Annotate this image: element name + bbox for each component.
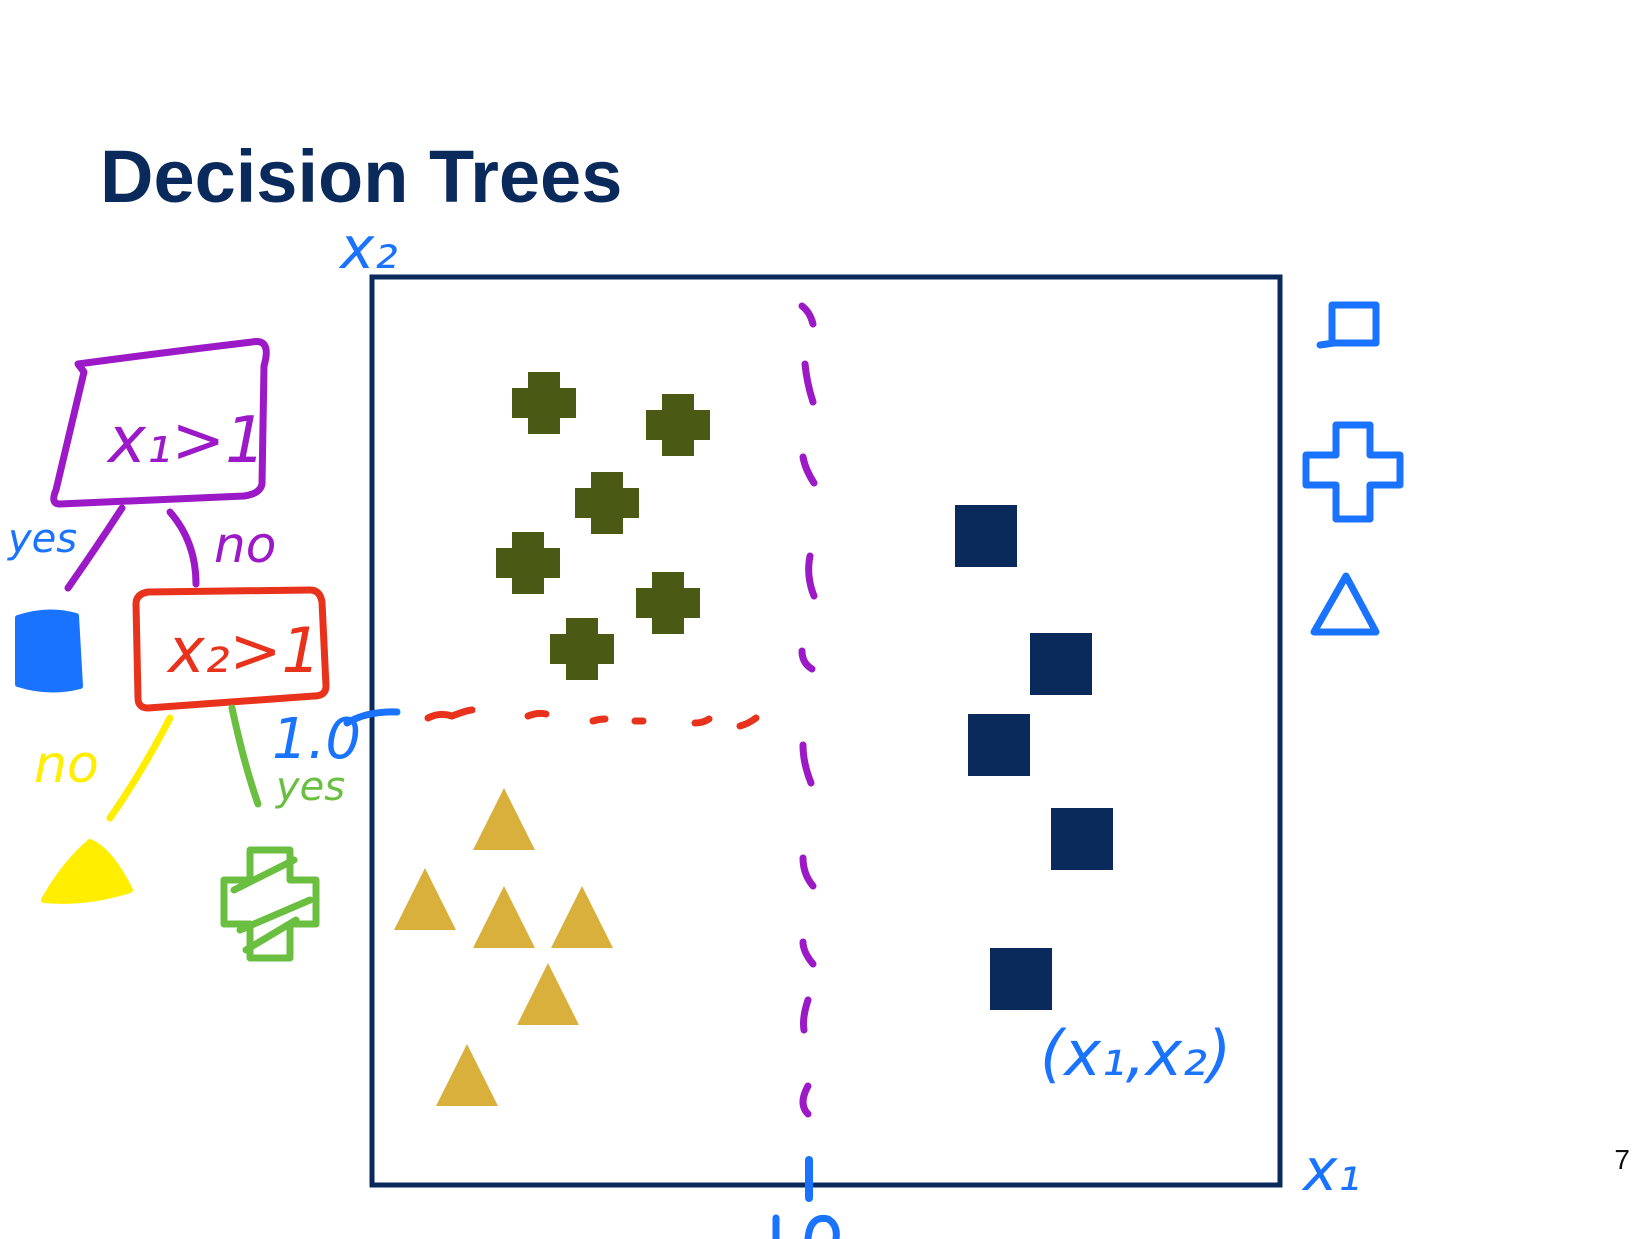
triangle-point [436,1044,498,1106]
triangle-point [517,963,579,1025]
child-test-label: x₂>1 [166,614,321,687]
cross-point [646,394,710,456]
feature-space-frame [369,274,1283,1188]
child-box [132,586,330,712]
leaf-triangle-icon [41,839,133,904]
cross-point [512,372,576,434]
square-point [1051,808,1113,870]
slide-number: 7 [1614,1144,1630,1175]
square-point [990,948,1052,1010]
root-yes-branch [64,504,126,592]
slide-title: Decision Trees [100,135,623,218]
square-point [968,714,1030,776]
tree-root-node: x₁>1 [50,338,270,508]
square-point [1030,633,1092,695]
vertical-split-line [798,302,818,1118]
child-no-label: no [34,735,99,795]
square-points [955,505,1113,1010]
child-yes-label: yes [275,764,345,810]
cross-point [575,472,639,534]
legend [1302,301,1404,636]
x2-threshold-label: 1.0 [272,707,361,772]
cross-point [496,532,560,594]
leaf-cross-icon [220,846,320,962]
x2-axis-label: x₂ [338,214,398,282]
triangle-point [551,886,613,948]
triangle-point [394,868,456,930]
point-coordinate-label: (x₁,x₂) [1040,1017,1231,1090]
child-no-branch [106,714,174,822]
square-legend-icon [1316,301,1380,349]
root-no-label: no [214,516,276,574]
triangle-legend-icon [1310,572,1380,636]
x1-threshold-label-fragment [772,1214,840,1239]
root-no-branch [166,508,200,588]
triangle-point [473,886,535,948]
x2-threshold-tick [343,708,401,727]
root-test-label: x₁>1 [106,404,266,478]
root-box [50,338,270,508]
cross-point [550,618,614,680]
triangle-points [394,788,613,1106]
triangle-point [473,788,535,850]
square-point [955,505,1017,567]
leaf-square-icon [15,609,83,693]
root-yes-label: yes [7,516,77,562]
cross-point [636,572,700,634]
tree-child-node: x₂>1 [132,586,330,712]
horizontal-split-line [424,706,760,730]
x1-axis-label: x₁ [1301,1136,1361,1204]
cross-legend-icon [1302,421,1404,523]
child-yes-branch [228,704,262,808]
cross-points [496,372,710,680]
